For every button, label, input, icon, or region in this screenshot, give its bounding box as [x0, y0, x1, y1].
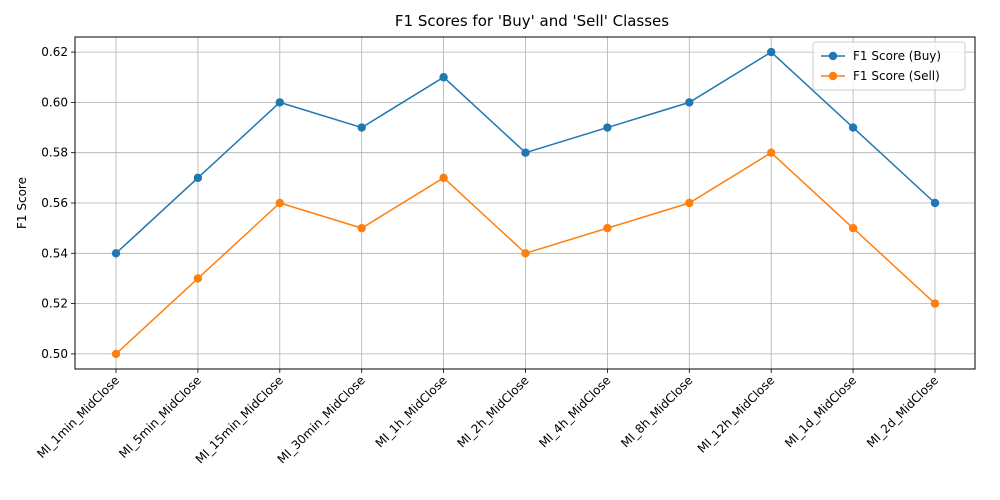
- y-tick-label: 0.50: [41, 347, 68, 361]
- y-tick-label: 0.60: [41, 95, 68, 109]
- x-tick-label: MI_5min_MidClose: [116, 373, 204, 461]
- x-tick-label: MI_1d_MidClose: [782, 373, 859, 450]
- series-buy: [111, 47, 940, 258]
- data-point: [603, 223, 612, 233]
- data-point: [603, 123, 612, 132]
- data-point: [357, 123, 366, 132]
- x-tick-label: MI_2d_MidClose: [864, 373, 941, 450]
- data-point: [685, 198, 694, 208]
- data-point: [848, 223, 858, 233]
- x-tick-label: MI_15min_MidClose: [193, 373, 286, 466]
- data-point: [439, 173, 448, 183]
- data-point: [111, 249, 121, 258]
- legend-item: F1 Score (Sell): [821, 69, 940, 83]
- data-point: [685, 98, 694, 107]
- y-tick-label: 0.54: [41, 246, 68, 260]
- data-point: [930, 299, 940, 308]
- data-point: [930, 198, 940, 208]
- data-point: [193, 274, 203, 283]
- x-axis: MI_1min_MidCloseMI_5min_MidCloseMI_15min…: [34, 369, 941, 466]
- legend-marker: [828, 71, 838, 81]
- x-tick-label: MI_1h_MidClose: [373, 373, 450, 450]
- data-point: [439, 73, 448, 82]
- x-tick-label: MI_12h_MidClose: [695, 373, 778, 456]
- y-tick-label: 0.62: [41, 45, 68, 59]
- data-point: [767, 47, 776, 57]
- data-point: [275, 198, 284, 208]
- legend-label: F1 Score (Sell): [853, 69, 940, 83]
- x-tick-label: MI_1min_MidClose: [34, 373, 122, 461]
- y-axis-label: F1 Score: [15, 177, 29, 229]
- legend-label: F1 Score (Buy): [853, 49, 941, 63]
- data-point: [848, 123, 858, 132]
- x-tick-label: MI_8h_MidClose: [618, 373, 695, 450]
- y-tick-label: 0.52: [41, 297, 68, 311]
- data-point: [111, 349, 121, 359]
- data-point: [357, 223, 366, 233]
- data-point: [521, 148, 530, 157]
- x-tick-label: MI_30min_MidClose: [275, 373, 368, 466]
- y-tick-label: 0.58: [41, 146, 68, 160]
- x-tick-label: MI_2h_MidClose: [454, 373, 531, 450]
- data-point: [193, 173, 203, 183]
- series-sell: [111, 148, 940, 359]
- y-axis: 0.50 0.52 0.54 0.56 0.58 0.60 0.62: [41, 45, 75, 361]
- x-tick-label: MI_4h_MidClose: [536, 373, 613, 450]
- data-point: [521, 249, 530, 258]
- y-tick-label: 0.56: [41, 196, 68, 210]
- series-layer: [111, 47, 940, 359]
- data-point: [275, 98, 284, 107]
- legend-item: F1 Score (Buy): [821, 49, 941, 63]
- legend: F1 Score (Buy) F1 Score (Sell): [812, 41, 966, 91]
- chart-title: F1 Scores for 'Buy' and 'Sell' Classes: [395, 12, 669, 30]
- legend-marker: [828, 51, 838, 61]
- legend-box: [812, 41, 966, 91]
- data-point: [767, 148, 776, 157]
